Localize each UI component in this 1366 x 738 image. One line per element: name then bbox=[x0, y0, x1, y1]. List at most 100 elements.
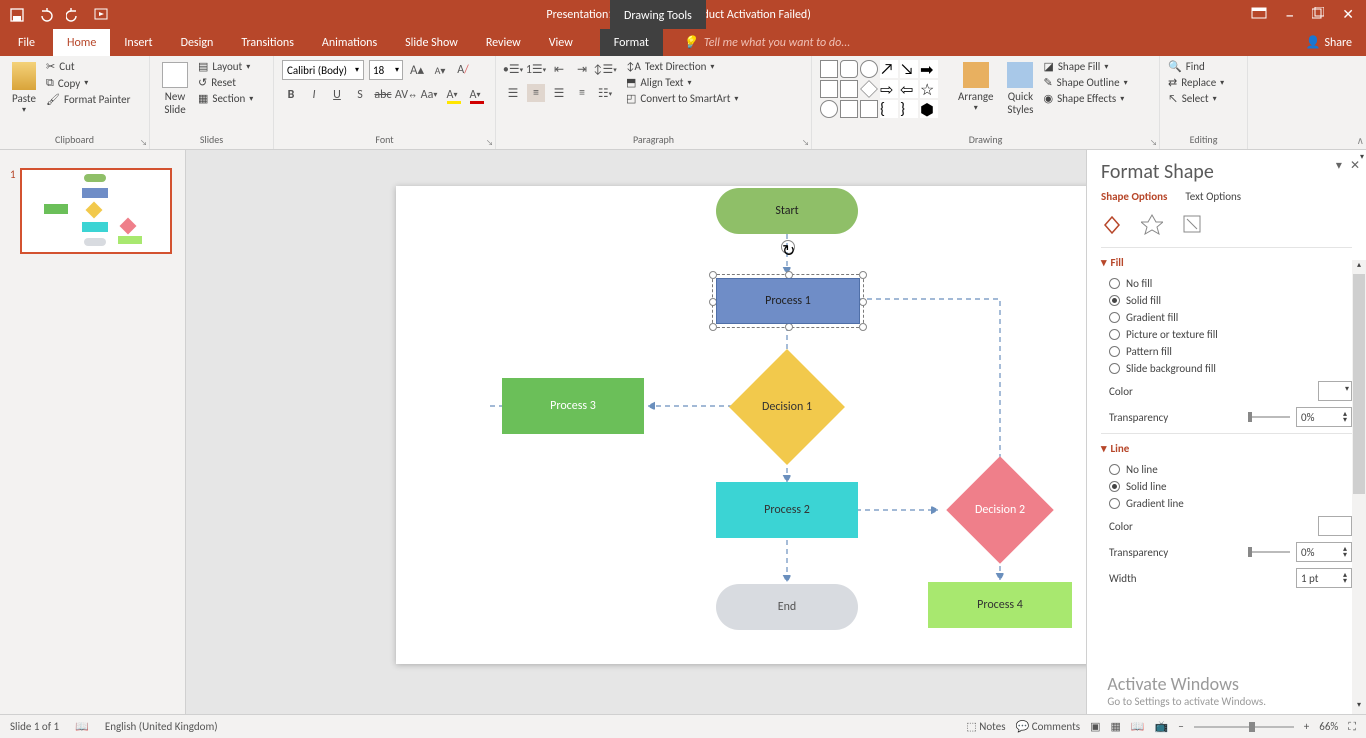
shape-fill-button[interactable]: ◪Shape Fill▾ bbox=[1043, 60, 1127, 73]
language-indicator[interactable]: English (United Kingdom) bbox=[105, 720, 218, 733]
line-width-spin[interactable]: 1 pt▴▾ bbox=[1296, 568, 1352, 588]
fill-radio-no-fill[interactable]: No fill bbox=[1101, 277, 1352, 290]
tab-review[interactable]: Review bbox=[472, 29, 535, 56]
char-spacing-button[interactable]: AV↔ bbox=[397, 86, 415, 104]
paragraph-launcher[interactable]: ↘ bbox=[802, 138, 809, 148]
fill-radio-pattern-fill[interactable]: Pattern fill bbox=[1101, 345, 1352, 358]
copy-button[interactable]: ⧉Copy▾ bbox=[46, 76, 130, 90]
layout-button[interactable]: ▤Layout▾ bbox=[198, 60, 253, 73]
justify-button[interactable]: ≡ bbox=[573, 84, 591, 102]
format-painter-button[interactable]: 🖌Format Painter bbox=[46, 93, 130, 106]
comments-button[interactable]: 💬 Comments bbox=[1016, 720, 1081, 733]
select-button[interactable]: ↖Select▾ bbox=[1168, 92, 1224, 105]
tab-file[interactable]: File bbox=[0, 29, 53, 56]
tab-home[interactable]: Home bbox=[53, 29, 110, 56]
find-button[interactable]: 🔍Find bbox=[1168, 60, 1224, 73]
shape-outline-button[interactable]: ✎Shape Outline▾ bbox=[1043, 76, 1127, 89]
slide-thumbnail-1[interactable] bbox=[20, 168, 172, 254]
fill-radio-solid-fill[interactable]: Solid fill bbox=[1101, 294, 1352, 307]
tab-transitions[interactable]: Transitions bbox=[227, 29, 308, 56]
zoom-in-icon[interactable]: + bbox=[1304, 720, 1309, 733]
clipboard-launcher[interactable]: ↘ bbox=[140, 138, 147, 148]
notes-button[interactable]: ⬚ Notes bbox=[966, 720, 1005, 733]
reading-view-icon[interactable]: 📖 bbox=[1131, 720, 1145, 733]
new-slide-button[interactable]: New Slide bbox=[158, 60, 192, 118]
ribbon-display-icon[interactable] bbox=[1251, 7, 1267, 23]
pane-fill-line-icon[interactable] bbox=[1101, 213, 1123, 235]
slide-canvas[interactable]: Start ↻ Process 1 Decision 1 Process 3 bbox=[396, 186, 1086, 664]
collapse-fill-icon[interactable]: ▾ bbox=[1101, 256, 1107, 269]
shape-gallery[interactable]: ↗↘➡ ⇨⇦☆ {}⬢ bbox=[820, 60, 948, 118]
tab-insert[interactable]: Insert bbox=[110, 29, 166, 56]
flowchart-decision-2[interactable]: Decision 2 bbox=[946, 456, 1053, 563]
italic-button[interactable]: I bbox=[305, 86, 323, 104]
redo-icon[interactable] bbox=[66, 8, 80, 22]
clear-formatting-icon[interactable]: A/ bbox=[454, 61, 472, 79]
zoom-level[interactable]: 66% bbox=[1319, 720, 1338, 733]
align-center-button[interactable]: ≡ bbox=[527, 84, 545, 102]
start-from-beginning-icon[interactable] bbox=[94, 8, 108, 22]
line-radio-gradient-line[interactable]: Gradient line bbox=[1101, 497, 1352, 510]
collapse-ribbon-icon[interactable]: ∧ bbox=[1357, 134, 1364, 147]
grow-font-icon[interactable]: A▴ bbox=[408, 61, 426, 79]
line-transparency-spin[interactable]: 0%▴▾ bbox=[1296, 542, 1352, 562]
close-icon[interactable]: ✕ bbox=[1342, 6, 1354, 23]
pane-size-icon[interactable] bbox=[1181, 213, 1203, 235]
pane-close-icon[interactable]: ✕ bbox=[1350, 158, 1360, 173]
pane-tab-shape-options[interactable]: Shape Options bbox=[1101, 190, 1167, 203]
line-transparency-slider[interactable] bbox=[1250, 551, 1290, 553]
align-text-button[interactable]: ⬒Align Text▾ bbox=[626, 76, 738, 89]
slideshow-view-icon[interactable]: 📺 bbox=[1155, 720, 1169, 733]
tab-animations[interactable]: Animations bbox=[308, 29, 391, 56]
fill-color-button[interactable]: ▾ bbox=[1318, 381, 1352, 401]
tell-me-search[interactable]: 💡Tell me what you want to do... bbox=[663, 29, 1292, 56]
underline-button[interactable]: U bbox=[328, 86, 346, 104]
tab-slideshow[interactable]: Slide Show bbox=[391, 29, 472, 56]
spellcheck-icon[interactable]: 📖 bbox=[75, 720, 89, 733]
line-color-button[interactable]: ▾ bbox=[1318, 516, 1352, 536]
pane-tab-text-options[interactable]: Text Options bbox=[1185, 190, 1241, 203]
change-case-button[interactable]: Aa▾ bbox=[420, 86, 438, 104]
pane-effects-icon[interactable] bbox=[1141, 213, 1163, 235]
font-highlight-button[interactable]: A▾ bbox=[443, 86, 461, 104]
section-button[interactable]: ▦Section▾ bbox=[198, 92, 253, 105]
restore-icon[interactable] bbox=[1312, 7, 1324, 23]
flowchart-process-3[interactable]: Process 3 bbox=[502, 378, 644, 434]
strikethrough-button[interactable]: abc bbox=[374, 86, 392, 104]
tab-view[interactable]: View bbox=[535, 29, 587, 56]
reset-button[interactable]: ↺Reset bbox=[198, 76, 253, 89]
slide-sorter-icon[interactable]: ▦ bbox=[1111, 720, 1121, 733]
flowchart-start[interactable]: Start bbox=[716, 188, 858, 234]
line-radio-solid-line[interactable]: Solid line bbox=[1101, 480, 1352, 493]
bold-button[interactable]: B bbox=[282, 86, 300, 104]
drawing-launcher[interactable]: ↘ bbox=[1150, 138, 1157, 148]
font-name-combo[interactable]: Calibri (Body)▾ bbox=[282, 60, 364, 80]
fill-radio-gradient-fill[interactable]: Gradient fill bbox=[1101, 311, 1352, 324]
paste-button[interactable]: Paste▾ bbox=[8, 60, 40, 117]
cut-button[interactable]: ✂Cut bbox=[46, 60, 130, 73]
numbering-button[interactable]: 1☰▾ bbox=[527, 60, 545, 78]
decrease-indent-button[interactable]: ⇤ bbox=[550, 60, 568, 78]
minimize-icon[interactable]: – bbox=[1285, 4, 1294, 26]
pane-options-icon[interactable]: ▾ bbox=[1336, 158, 1342, 173]
replace-button[interactable]: ⇄Replace▾ bbox=[1168, 76, 1224, 89]
quick-styles-button[interactable]: Quick Styles bbox=[1003, 60, 1037, 118]
font-launcher[interactable]: ↘ bbox=[486, 138, 493, 148]
shape-effects-button[interactable]: ◉Shape Effects▾ bbox=[1043, 92, 1127, 105]
flowchart-end[interactable]: End bbox=[716, 584, 858, 630]
flowchart-process-4[interactable]: Process 4 bbox=[928, 582, 1072, 628]
increase-indent-button[interactable]: ⇥ bbox=[573, 60, 591, 78]
zoom-out-icon[interactable]: − bbox=[1178, 720, 1183, 733]
line-spacing-button[interactable]: ↕☰▾ bbox=[596, 60, 614, 78]
save-icon[interactable] bbox=[10, 8, 24, 22]
columns-button[interactable]: ☷▾ bbox=[596, 84, 614, 102]
fill-radio-picture-or-texture-fill[interactable]: Picture or texture fill bbox=[1101, 328, 1352, 341]
fill-radio-slide-background-fill[interactable]: Slide background fill bbox=[1101, 362, 1352, 375]
undo-icon[interactable] bbox=[38, 8, 52, 22]
flowchart-process-2[interactable]: Process 2 bbox=[716, 482, 858, 538]
pane-scrollbar[interactable]: ▴ ▾ bbox=[1352, 260, 1366, 714]
slide-editor-area[interactable]: Start ↻ Process 1 Decision 1 Process 3 bbox=[186, 150, 1086, 714]
align-left-button[interactable]: ☰ bbox=[504, 84, 522, 102]
fill-transparency-spin[interactable]: 0%▴▾ bbox=[1296, 407, 1352, 427]
fit-to-window-icon[interactable]: ⛶ bbox=[1348, 720, 1356, 734]
